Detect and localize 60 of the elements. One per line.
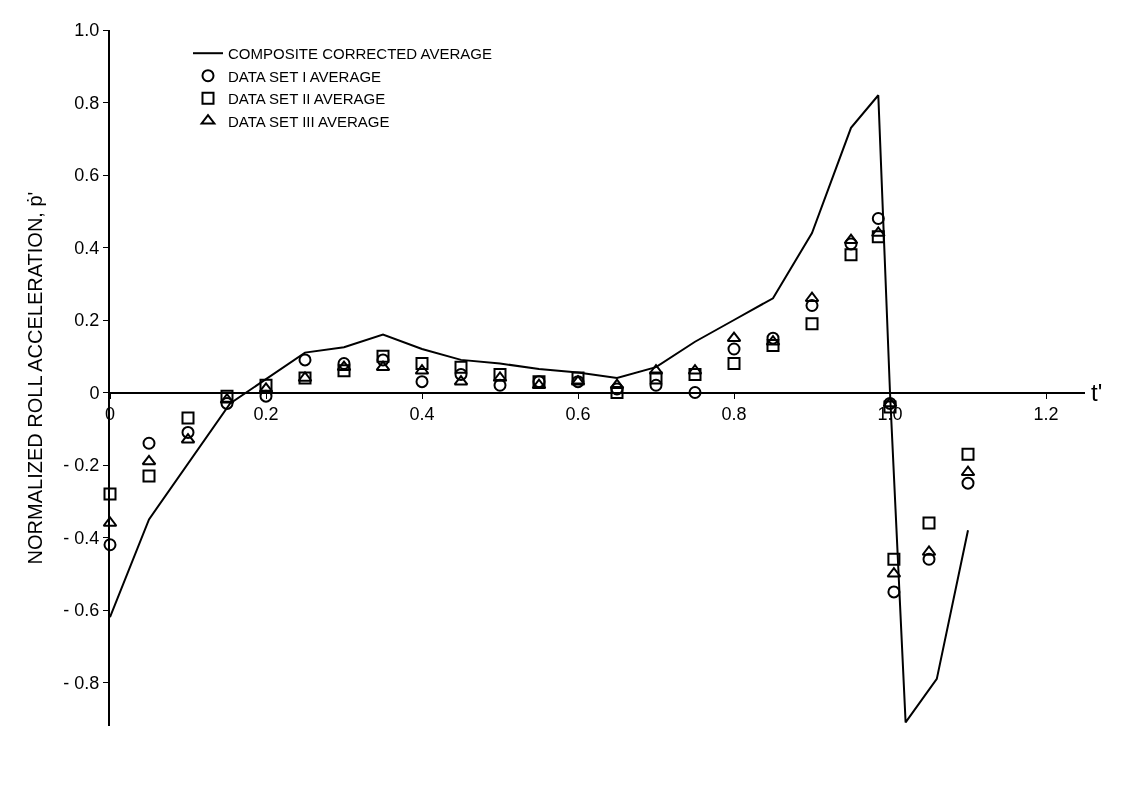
point — [454, 367, 468, 381]
y-tick-label: 1.0 — [74, 20, 100, 41]
y-tick-label: 0.8 — [74, 92, 100, 113]
point — [142, 469, 156, 483]
point — [181, 411, 195, 425]
point — [688, 386, 702, 399]
point — [649, 378, 663, 392]
legend-label: COMPOSITE CORRECTED AVERAGE — [228, 45, 492, 63]
point — [376, 349, 390, 363]
point — [844, 248, 858, 262]
point — [493, 367, 507, 381]
point — [220, 389, 234, 403]
legend-label: DATA SET II AVERAGE — [228, 90, 386, 108]
point — [220, 396, 234, 410]
x-tick-label: 0.6 — [565, 404, 591, 425]
y-tick-label: 0 — [89, 382, 100, 403]
point — [337, 364, 351, 378]
point — [103, 538, 117, 552]
legend-label: DATA SET III AVERAGE — [228, 112, 390, 130]
y-tick-label: 0.4 — [74, 237, 100, 258]
point — [961, 476, 975, 490]
point — [887, 585, 901, 599]
point — [649, 371, 663, 385]
point — [141, 454, 157, 466]
x-axis-title: t' — [1091, 379, 1103, 406]
point — [922, 552, 936, 566]
y-axis-title: NORMALIZED ROLL ACCELERATION, ṗ' — [24, 191, 47, 565]
point — [454, 360, 468, 374]
point — [259, 378, 273, 392]
point — [766, 338, 780, 352]
y-tick-label: - 0.8 — [63, 672, 100, 693]
y-tick-label: - 0.2 — [63, 455, 100, 476]
point — [871, 230, 885, 244]
point — [688, 367, 702, 381]
point — [887, 552, 901, 566]
point — [805, 299, 819, 312]
point — [376, 353, 390, 367]
point — [298, 353, 312, 367]
point — [415, 375, 429, 389]
point — [727, 342, 741, 356]
point — [766, 331, 780, 345]
point — [415, 357, 429, 370]
point — [961, 447, 975, 461]
x-tick-label: 0.8 — [721, 404, 747, 425]
point — [805, 317, 819, 331]
point — [181, 425, 195, 439]
point — [871, 212, 885, 225]
y-tick-label: 0.2 — [74, 310, 100, 331]
x-tick-label: 1.2 — [1033, 404, 1059, 425]
y-tick-label: 0.6 — [74, 165, 100, 186]
point — [922, 516, 936, 530]
point — [571, 371, 585, 385]
legend-label: DATA SET I AVERAGE — [228, 67, 382, 85]
point — [142, 436, 156, 450]
x-tick-label: 0.2 — [253, 404, 279, 425]
x-tick-label: 0.4 — [409, 404, 435, 425]
y-tick-label: - 0.4 — [63, 527, 100, 548]
y-tick-label: - 0.6 — [63, 600, 100, 621]
point — [103, 487, 117, 501]
point — [727, 357, 741, 370]
